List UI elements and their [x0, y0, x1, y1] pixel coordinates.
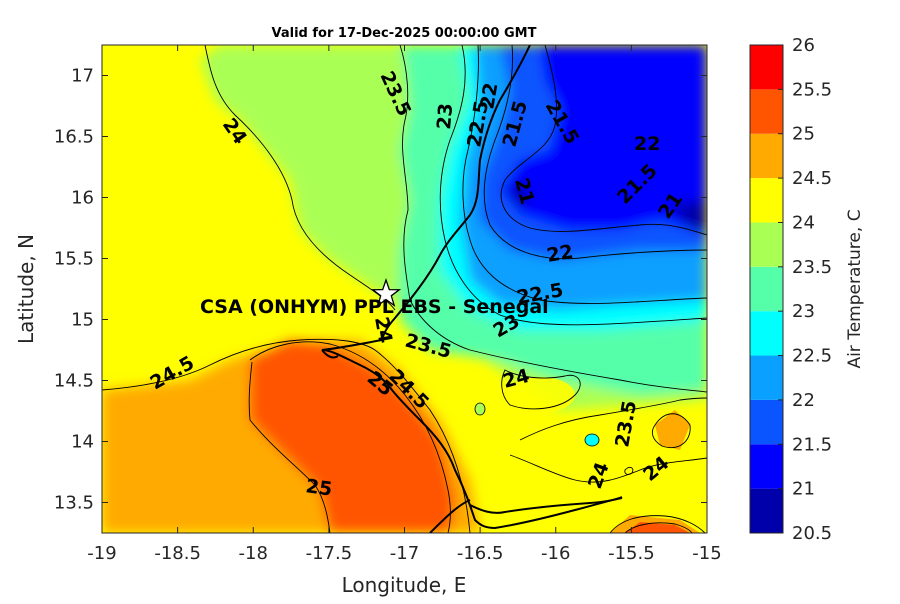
site-label: CSA (ONHYM) PPL EBS - Senegal — [200, 296, 549, 318]
colorbar-swatch — [750, 133, 783, 179]
colorbar-tick-label: 25 — [792, 124, 815, 145]
y-tick-label: 14.5 — [54, 371, 94, 392]
contour-label: 22 — [634, 133, 660, 155]
colorbar-swatch — [750, 178, 783, 223]
contour-label: 22 — [476, 81, 502, 111]
x-axis-label: Longitude, E — [342, 573, 467, 597]
colorbar-swatch — [750, 45, 783, 90]
contour-label: 22 — [545, 241, 575, 267]
band-23-patch — [584, 433, 600, 447]
y-tick-label: 15.5 — [54, 249, 94, 270]
band-25 — [250, 340, 455, 533]
band-24-patch-south — [515, 450, 605, 490]
colorbar-swatch — [750, 266, 783, 312]
colorbar-swatch — [750, 399, 783, 445]
y-tick-label: 15 — [71, 310, 94, 331]
band-24-patch — [505, 377, 575, 413]
x-axis: -19 -18.5 -18 -17.5 -17 -16.5 -16 -15.5 -15 — [87, 45, 722, 564]
y-axis-label: Latitude, N — [14, 234, 38, 344]
colorbar-tick-label: 20.5 — [792, 523, 832, 544]
colorbar-tick-label: 24 — [792, 212, 815, 233]
x-tick-label: -19 — [87, 543, 116, 564]
colorbar-tick-label: 21 — [792, 479, 815, 500]
colorbar-tick-label: 22 — [792, 390, 815, 411]
colorbar-swatch — [750, 355, 783, 400]
y-tick-label: 16.5 — [54, 127, 94, 148]
contour-lines — [102, 45, 707, 533]
x-tick-label: -15.5 — [608, 543, 655, 564]
y-axis: 13.5 14 14.5 15 15.5 16 16.5 17 — [54, 66, 707, 514]
contour-label: 24 — [370, 315, 396, 345]
y-tick-label: 16 — [71, 188, 94, 209]
y-tick-label: 17 — [71, 66, 94, 87]
colorbar-swatch — [750, 444, 783, 489]
contour-label: 25 — [304, 475, 333, 500]
x-tick-label: -15 — [692, 543, 721, 564]
x-tick-label: -18.5 — [154, 543, 201, 564]
x-tick-label: -16 — [541, 543, 570, 564]
coastline — [321, 45, 623, 533]
colorbar-tick-label: 21.5 — [792, 434, 832, 455]
x-tick-label: -16.5 — [457, 543, 504, 564]
colorbar-tick-label: 23.5 — [792, 257, 832, 278]
colorbar-swatch — [750, 488, 783, 533]
colorbar-tick-label: 23 — [792, 301, 815, 322]
colorbar-tick-label: 22.5 — [792, 346, 832, 367]
x-tick-label: -18 — [239, 543, 268, 564]
x-tick-label: -17.5 — [306, 543, 353, 564]
contour-label: 23 — [433, 102, 457, 130]
colorbar-label: Air Temperature, C — [845, 209, 865, 368]
colorbar-tick-label: 25.5 — [792, 79, 832, 100]
y-tick-label: 13.5 — [54, 493, 94, 514]
y-tick-label: 14 — [71, 432, 94, 453]
map-title: Valid for 17-Dec-2025 00:00:00 GMT — [272, 26, 537, 41]
colorbar-swatch — [750, 311, 783, 356]
colorbar-swatch — [750, 222, 783, 267]
star-icon — [370, 278, 402, 308]
colorbar-tick-label: 26 — [792, 35, 815, 56]
colorbar-frame — [749, 44, 784, 534]
colorbar: 20.5 21 21.5 22 22.5 23 23.5 24 24.5 25 25.5 26 — [750, 35, 832, 544]
x-tick-label: -17 — [390, 543, 419, 564]
band-21 — [500, 45, 707, 235]
band-24-5-se — [610, 410, 700, 533]
colorbar-swatch — [750, 89, 783, 134]
temperature-field — [102, 45, 707, 533]
colorbar-tick-label: 24.5 — [792, 168, 832, 189]
band-23-5-patch — [474, 402, 486, 416]
